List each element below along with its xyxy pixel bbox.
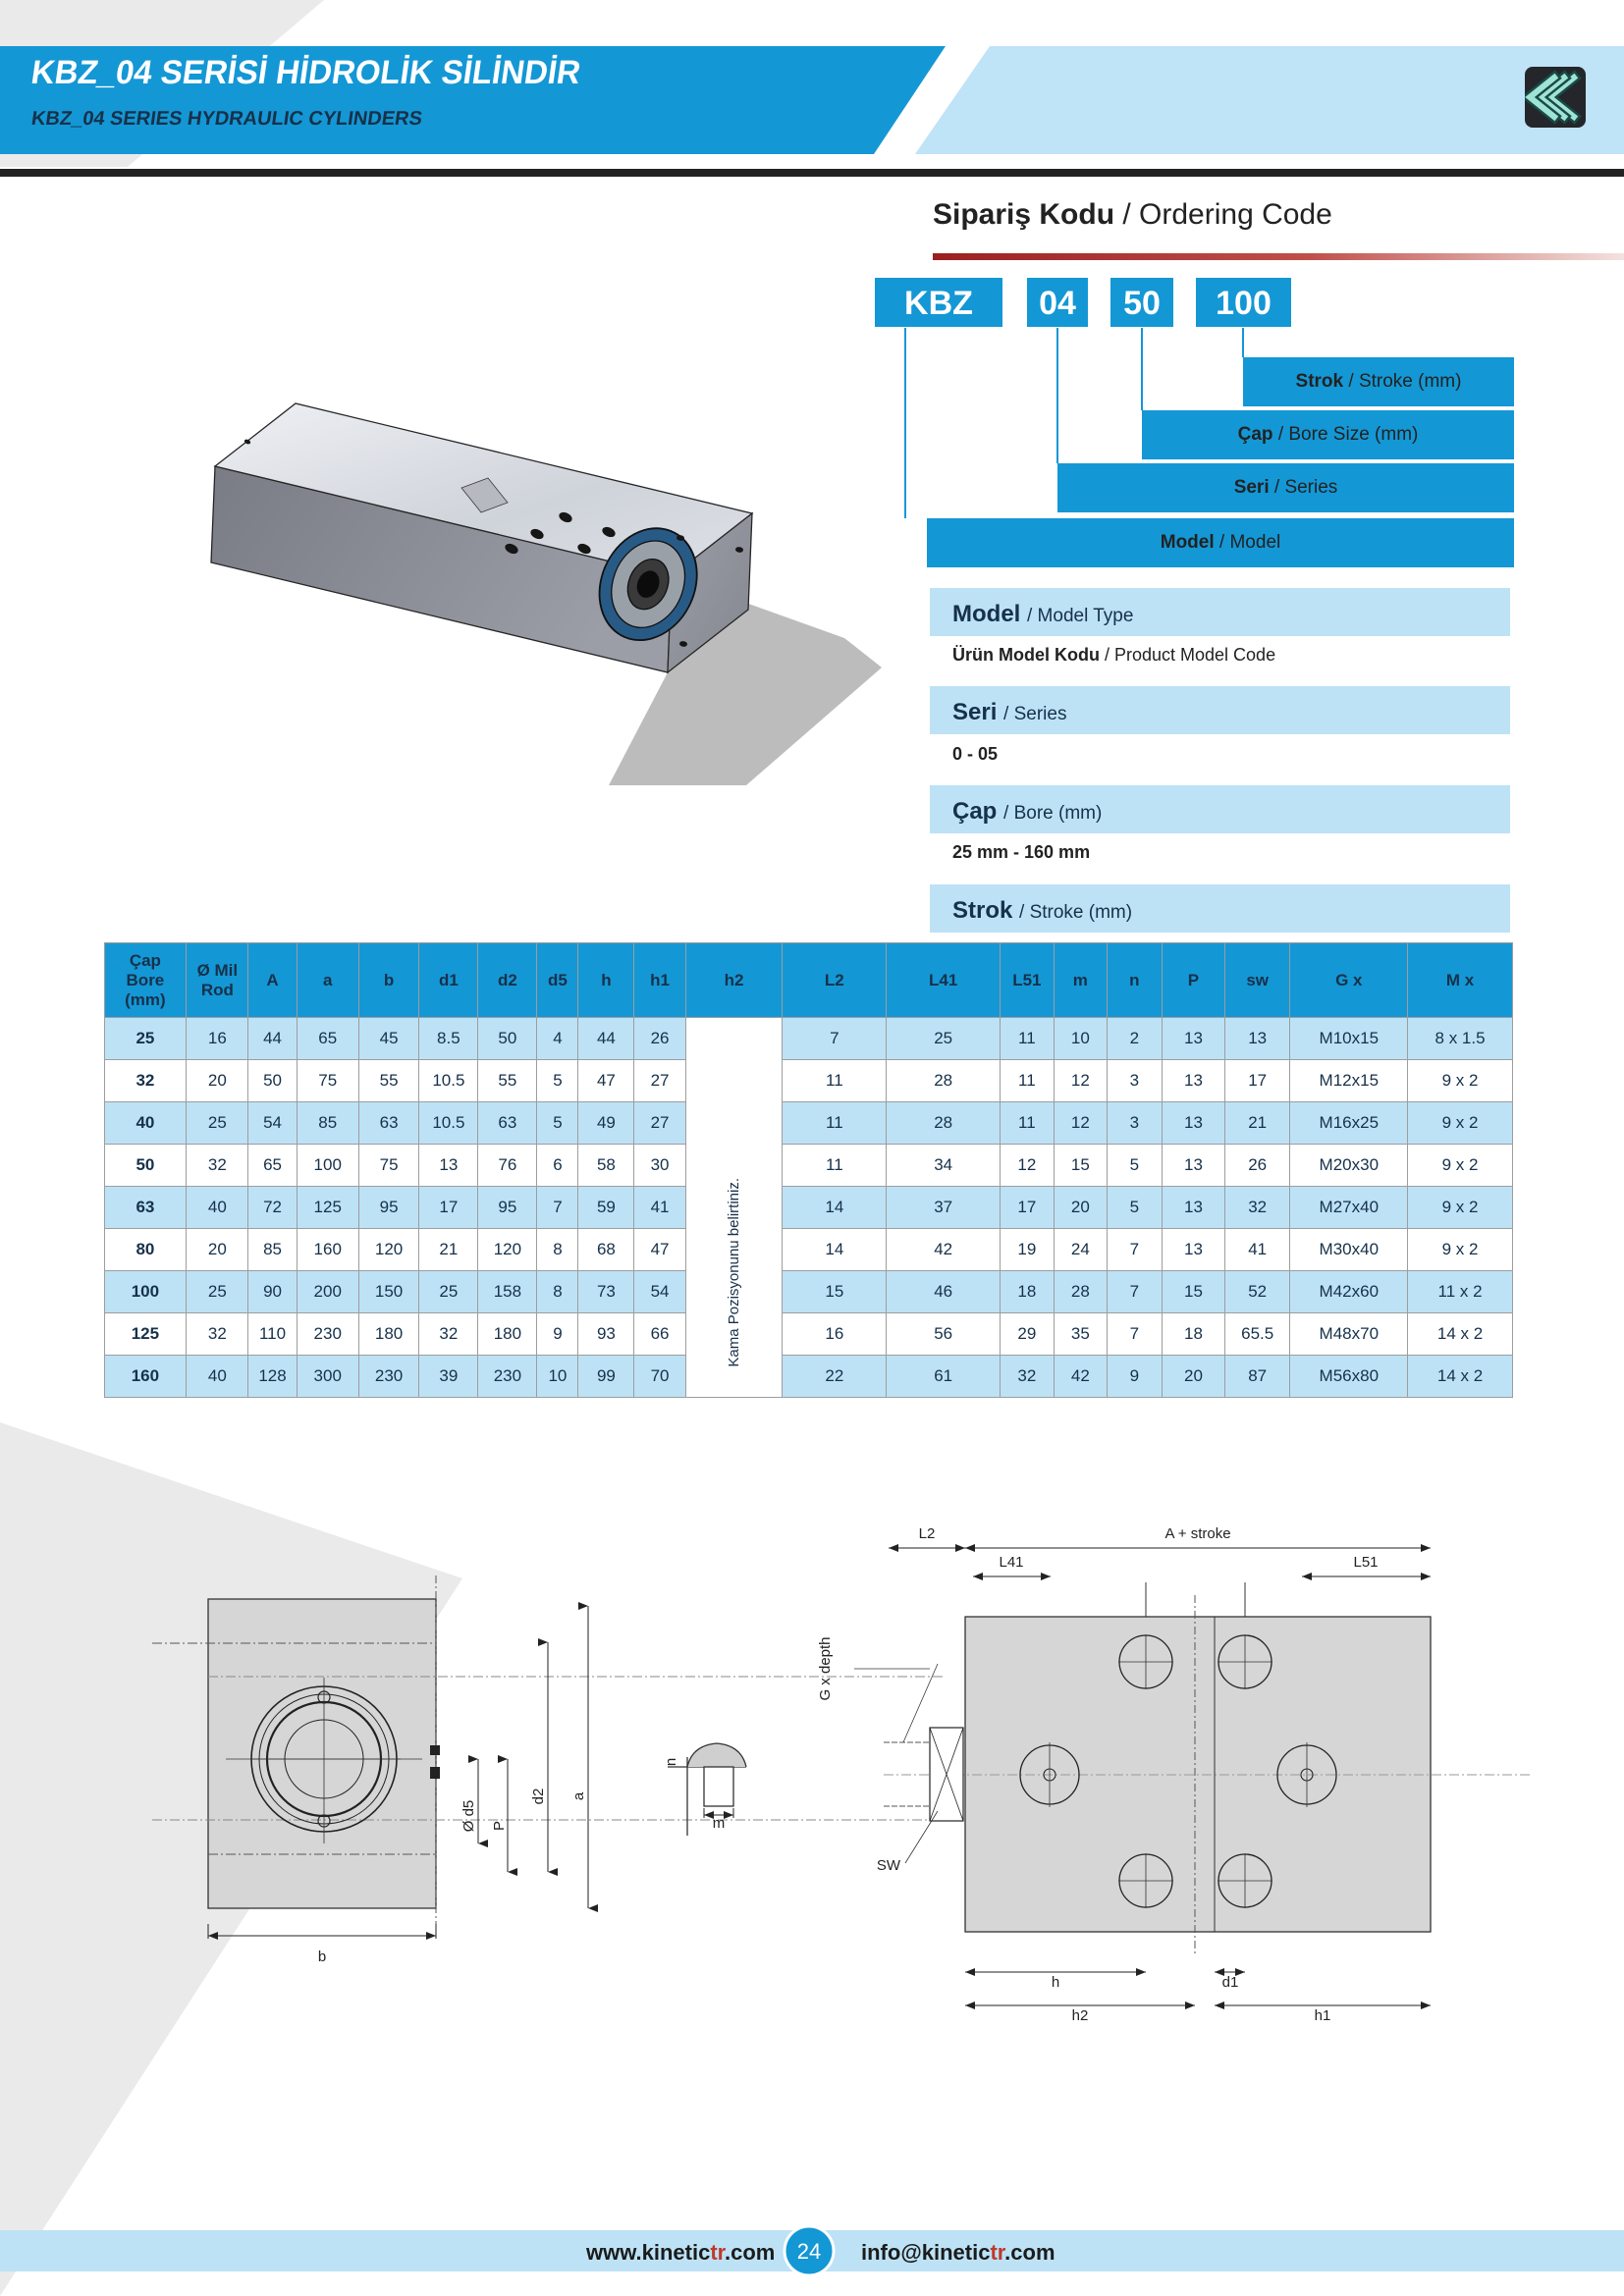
svg-text:24: 24 bbox=[797, 2239, 821, 2264]
